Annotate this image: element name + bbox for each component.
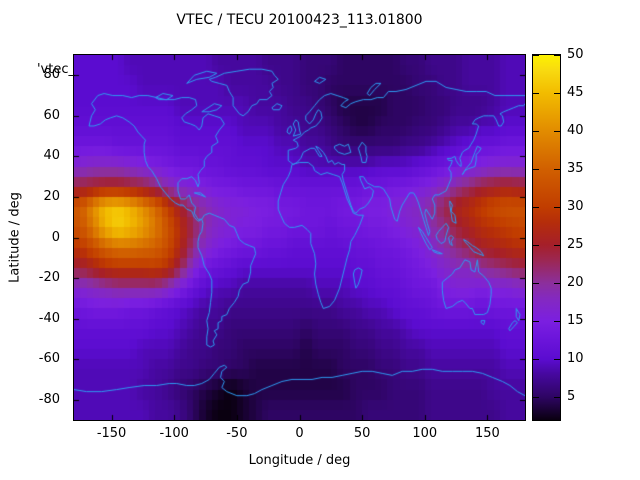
- x-axis-title: Longitude / deg: [248, 453, 351, 468]
- colorbar-tick-mark: [533, 169, 539, 170]
- y-tick-label: 40: [43, 148, 60, 164]
- x-tick-label: -50: [226, 426, 248, 441]
- colorbar-tick-mark: [554, 359, 560, 360]
- colorbar-tick-mark: [554, 207, 560, 208]
- x-tick-label: 0: [295, 426, 304, 441]
- colorbar-tick-label: 15: [567, 313, 584, 328]
- colorbar-tick-label: 20: [567, 275, 584, 290]
- colorbar-tick-mark: [554, 283, 560, 284]
- y-tick-label: 80: [43, 67, 60, 83]
- colorbar-tick-label: 30: [567, 199, 584, 214]
- x-tick-label: -100: [159, 426, 189, 441]
- colorbar-tick-label: 45: [567, 85, 584, 100]
- y-tick-label: 20: [43, 188, 60, 204]
- colorbar-tick-label: 25: [567, 237, 584, 252]
- colorbar-tick-mark: [554, 321, 560, 322]
- colorbar-gradient: [533, 55, 560, 420]
- colorbar-tick-label: 50: [567, 47, 584, 62]
- colorbar-tick-mark: [533, 359, 539, 360]
- x-tick-label: 50: [353, 426, 371, 441]
- x-tick-label: 100: [412, 426, 438, 441]
- key-label: 'vtec_: [36, 62, 75, 77]
- y-tick-label: 60: [43, 107, 60, 123]
- colorbar-tick-label: 35: [567, 161, 584, 176]
- x-tick-label: 150: [474, 426, 500, 441]
- colorbar-tick-mark: [533, 283, 539, 284]
- heatmap-canvas: [74, 55, 525, 420]
- x-tick-label: -150: [96, 426, 127, 441]
- y-tick-label: -40: [38, 310, 60, 326]
- colorbar-tick-mark: [533, 245, 539, 246]
- colorbar-tick-mark: [533, 131, 539, 132]
- colorbar-tick-label: 10: [567, 351, 584, 366]
- colorbar-tick-mark: [533, 207, 539, 208]
- y-tick-label: -60: [38, 351, 60, 367]
- colorbar-tick-mark: [554, 397, 560, 398]
- colorbar-tick-mark: [554, 93, 560, 94]
- y-tick-label: 0: [51, 229, 60, 245]
- colorbar-tick-mark: [554, 131, 560, 132]
- colorbar-tick-mark: [554, 245, 560, 246]
- colorbar-tick-mark: [533, 397, 539, 398]
- colorbar: [532, 54, 561, 421]
- colorbar-tick-mark: [554, 55, 560, 56]
- y-tick-label: -80: [38, 391, 60, 407]
- colorbar-tick-mark: [533, 55, 539, 56]
- plot-title: VTEC / TECU 20100423_113.01800: [176, 12, 423, 28]
- plot-frame: [73, 54, 526, 421]
- colorbar-tick-label: 40: [567, 123, 584, 138]
- colorbar-tick-mark: [533, 321, 539, 322]
- y-tick-label: -20: [38, 270, 60, 286]
- colorbar-tick-mark: [554, 169, 560, 170]
- colorbar-tick-mark: [533, 93, 539, 94]
- colorbar-tick-label: 5: [567, 389, 576, 404]
